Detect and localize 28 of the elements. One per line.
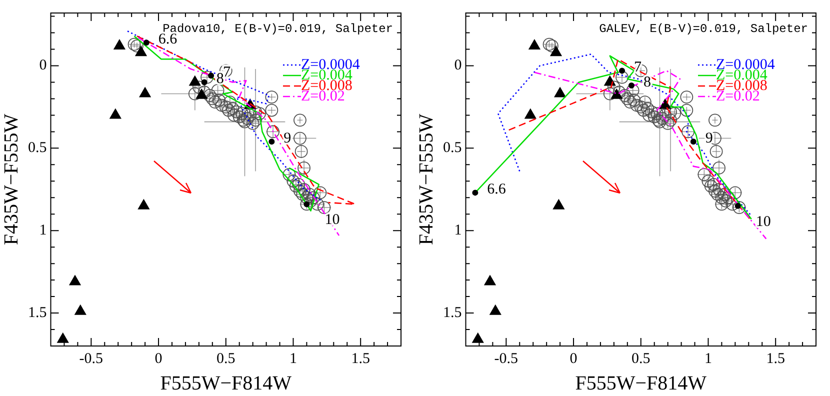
y-axis-title: F435W−F555W (0, 114, 22, 246)
y-tick-label: 1.5 (443, 304, 462, 321)
x-tick-label: 1 (704, 350, 712, 367)
text: GALEV, E(B-V)=0.019, Salpeter (599, 22, 808, 36)
x-tick-label: 0.5 (632, 350, 650, 367)
y-tick-label: 0 (39, 58, 47, 74)
annotation: 9 (284, 130, 292, 147)
y-tick-label: 1 (39, 222, 47, 239)
x-tick-label: 1.5 (766, 350, 785, 367)
x-axis-title: F555W−F814W (575, 372, 707, 394)
y-axis-title: F435W−F555W (415, 114, 438, 246)
x-tick-label: 0 (154, 350, 162, 367)
y-tick-label: 0.5 (28, 140, 47, 156)
x-tick-label: 0.5 (216, 350, 236, 367)
x-tick-label: -0.5 (79, 350, 104, 367)
x-tick-label: 1 (289, 350, 297, 367)
y-tick-label: 1.5 (28, 304, 47, 321)
annotation: 10 (324, 212, 340, 228)
y-tick-label: 1 (454, 222, 462, 239)
y-tick-label: 0.5 (443, 140, 462, 156)
annotation: 10 (756, 214, 771, 230)
y-tick-label: 0 (454, 58, 462, 74)
x-tick-label: -0.5 (494, 350, 518, 367)
x-tick-label: 0 (570, 350, 578, 367)
x-axis-title: F555W−F814W (160, 372, 292, 394)
x-tick-label: 1.5 (351, 350, 370, 367)
annotation: 6.6 (487, 182, 506, 198)
annotation: 6.6 (158, 32, 178, 48)
